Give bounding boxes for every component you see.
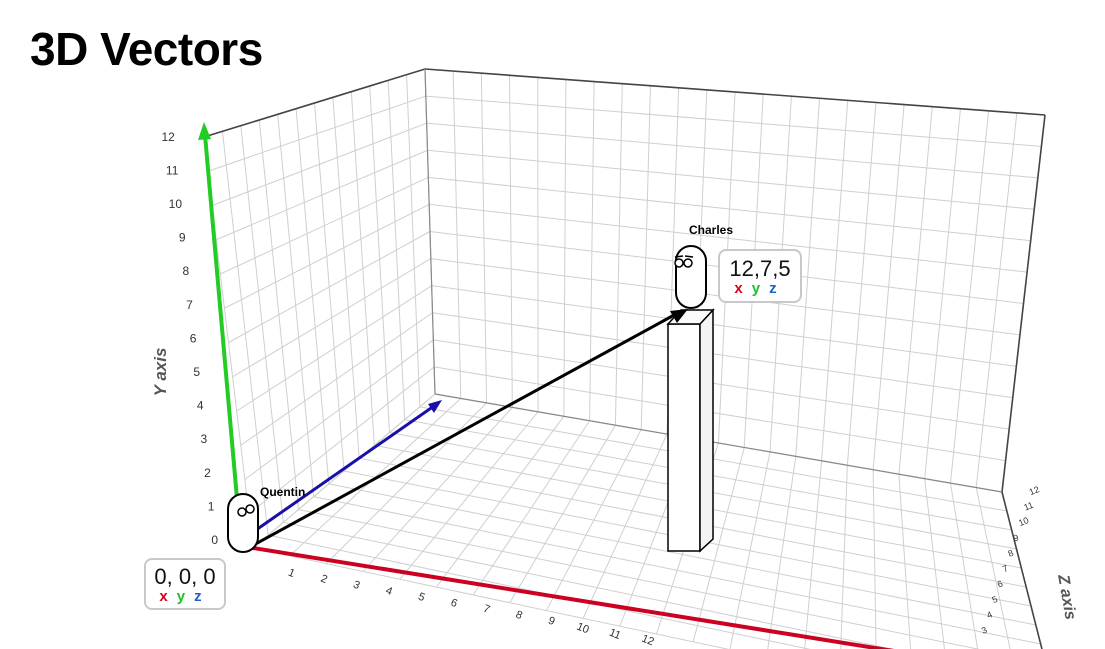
floor-grid-line xyxy=(326,403,486,564)
left-grid-line xyxy=(233,259,431,377)
target-coordinate-box: 12,7,5 xyz xyxy=(718,249,802,303)
z-tick-label: 3 xyxy=(980,625,988,636)
y-tick-label: 2 xyxy=(204,466,211,480)
x-tick-label: 8 xyxy=(514,609,524,622)
y-tick-label: 1 xyxy=(208,499,215,513)
x-tick-label: 5 xyxy=(416,591,426,604)
x-tick-label: 2 xyxy=(319,573,329,586)
y-tick-label: 0 xyxy=(211,533,218,547)
back-grid-line xyxy=(426,96,1042,146)
quentin-eye-left xyxy=(238,508,246,516)
z-axis-arrow xyxy=(256,406,434,530)
target-axis-y: y xyxy=(752,280,769,297)
x-tick-label: 9 xyxy=(546,615,556,628)
y-tick-label: 7 xyxy=(186,298,193,312)
quentin-name-label: Quentin xyxy=(260,485,305,499)
floor-grid-line xyxy=(899,474,913,649)
floor-grid-line xyxy=(873,470,876,649)
y-axis-label: Y axis xyxy=(151,348,170,397)
back-grid-line xyxy=(434,367,1005,461)
floor-grid-line xyxy=(363,407,512,571)
y-tick-label: 11 xyxy=(166,163,179,177)
origin-axis-x: x xyxy=(159,588,176,605)
right-frame-edge xyxy=(1002,115,1045,492)
z-axis-arrowhead xyxy=(428,400,442,413)
floor-grid-line xyxy=(803,461,821,649)
target-coords-value: 12,7,5 xyxy=(720,257,800,281)
left-grid-line xyxy=(245,340,434,480)
x-axis-line xyxy=(253,548,950,649)
origin-coordinate-box: 0, 0, 0 xyz xyxy=(144,558,226,610)
origin-axis-y: y xyxy=(177,588,194,605)
x-tick-label: 10 xyxy=(575,621,591,637)
charles-body xyxy=(676,246,706,308)
floor-grid-line xyxy=(436,416,563,587)
back-grid-line xyxy=(428,150,1035,209)
floor-grid-line xyxy=(473,421,590,595)
pillar-front-face xyxy=(668,324,700,551)
charles-brow-right xyxy=(685,256,693,257)
z-axis-label: Z axis xyxy=(1054,572,1079,621)
floor-grid-line xyxy=(950,483,986,649)
x-tick-label: 11 xyxy=(607,627,622,642)
x-tick-label: 1 xyxy=(286,567,296,580)
quentin-eye-right xyxy=(246,505,254,513)
y-tick-label: 5 xyxy=(193,365,200,379)
left-grid-line xyxy=(208,96,426,171)
z-tick-label: 11 xyxy=(1022,500,1034,513)
charles-brow-left xyxy=(675,256,683,257)
y-tick-label: 8 xyxy=(183,264,190,278)
x-tick-label: 3 xyxy=(351,579,361,592)
origin-coords-value: 0, 0, 0 xyxy=(146,565,224,589)
target-axis-letters: xyz xyxy=(720,281,800,297)
back-grid-line xyxy=(427,123,1038,178)
charles-eye-left xyxy=(675,259,683,267)
floor-grid-line xyxy=(510,425,616,603)
x-tick-label: 6 xyxy=(449,597,459,610)
origin-axis-letters: xyz xyxy=(146,589,224,605)
charles-character[interactable] xyxy=(675,246,706,308)
floor-grid-line xyxy=(767,456,796,649)
y-tick-label: 12 xyxy=(161,130,175,144)
y-tick-label: 10 xyxy=(169,197,183,211)
x-tick-label: 12 xyxy=(640,633,656,649)
z-tick-label: 8 xyxy=(1007,548,1015,559)
z-tick-label: 7 xyxy=(1001,563,1009,574)
target-axis-x: x xyxy=(734,280,751,297)
quentin-body xyxy=(228,494,258,552)
floor-grid-line xyxy=(546,430,641,611)
y-tick-label: 6 xyxy=(190,331,197,345)
z-tick-label: 9 xyxy=(1012,532,1020,543)
x-tick-label: 7 xyxy=(481,603,491,616)
right-floor-edge xyxy=(1002,492,1060,649)
charles-eye-right xyxy=(684,259,692,267)
x-tick-label: 4 xyxy=(384,585,394,598)
y-axis-line xyxy=(205,135,238,510)
z-tick-label: 10 xyxy=(1017,515,1030,528)
pillar-side-face xyxy=(700,310,713,551)
back-floor-edge xyxy=(435,394,1002,492)
floor-grid-line xyxy=(583,434,667,618)
floor-grid-line xyxy=(253,394,435,548)
x-axis-ticks: 1 2 3 4 5 6 7 8 9 10 11 12 xyxy=(286,567,655,649)
z-tick-label: 4 xyxy=(985,609,993,620)
y-tick-label: 9 xyxy=(179,231,186,245)
z-tick-label: 12 xyxy=(1028,484,1041,497)
top-frame-edge xyxy=(204,69,1045,137)
floor-grid-line xyxy=(1002,492,1060,649)
charles-name-label: Charles xyxy=(689,223,733,237)
origin-axis-z: z xyxy=(194,588,211,605)
y-tick-label: 4 xyxy=(197,399,204,413)
quentin-character[interactable] xyxy=(228,494,258,552)
left-wall-grid xyxy=(204,69,435,548)
pillar xyxy=(668,310,713,551)
y-tick-label: 3 xyxy=(201,432,208,446)
target-axis-z: z xyxy=(769,280,786,297)
y-axis-arrowhead xyxy=(198,122,211,140)
z-axis-ticks: 3 4 5 6 7 8 9 10 11 12 xyxy=(980,484,1041,636)
